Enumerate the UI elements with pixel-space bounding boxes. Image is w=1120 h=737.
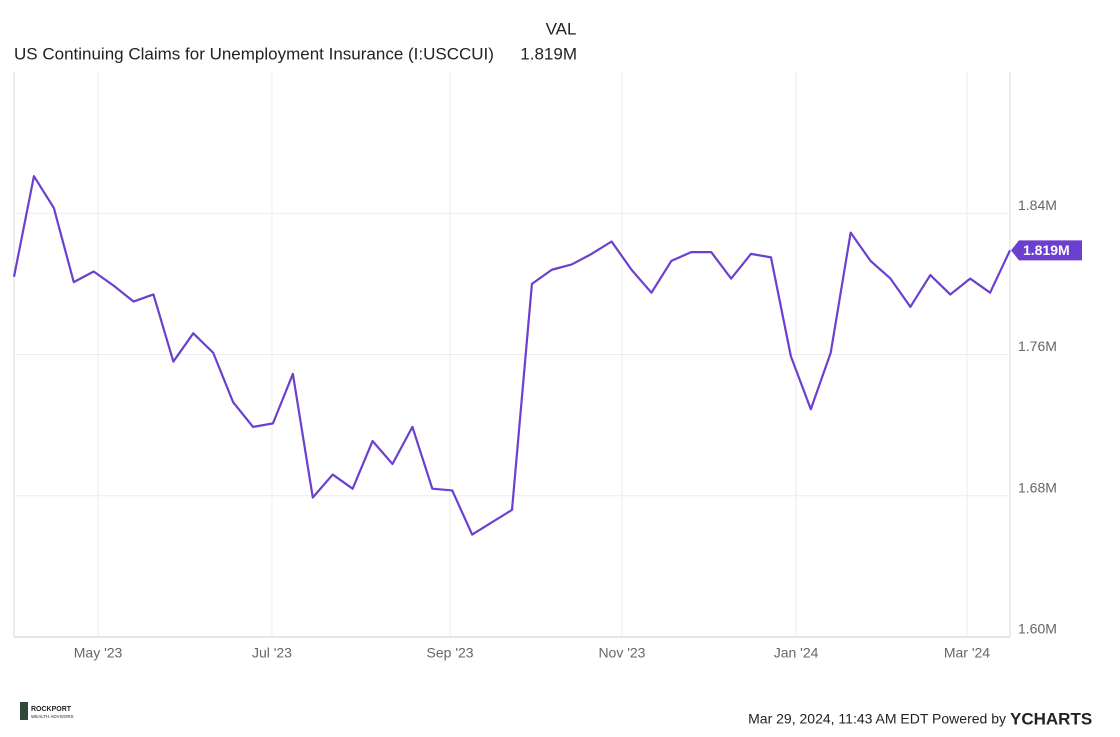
logo-icon [20,702,28,720]
ycharts-brand: YCHARTS [1010,709,1092,728]
x-tick-label: Jan '24 [774,645,819,661]
latest-value: 1.819M [520,44,577,63]
x-tick-label: Jul '23 [252,645,292,661]
x-tick-label: May '23 [74,645,123,661]
x-tick-label: Nov '23 [598,645,645,661]
x-tick-label: Sep '23 [427,645,474,661]
latest-flag-label: 1.819M [1023,242,1070,258]
y-tick-label: 1.68M [1018,479,1057,495]
logo-name: ROCKPORT [31,706,72,713]
rockport-logo: ROCKPORT WEALTH ADVISORS [20,702,74,720]
series-line [12,175,1011,536]
y-tick-label: 1.60M [1018,621,1057,637]
column-header: VAL [546,19,577,38]
y-tick-label: 1.84M [1018,197,1057,213]
latest-flag [1011,240,1082,261]
logo-sub: WEALTH ADVISORS [31,714,74,719]
timestamp: Mar 29, 2024, 11:43 AM EDT Powered by [748,711,1006,727]
x-tick-label: Mar '24 [944,645,990,661]
y-tick-label: 1.76M [1018,338,1057,354]
series-name: US Continuing Claims for Unemployment In… [14,44,494,63]
